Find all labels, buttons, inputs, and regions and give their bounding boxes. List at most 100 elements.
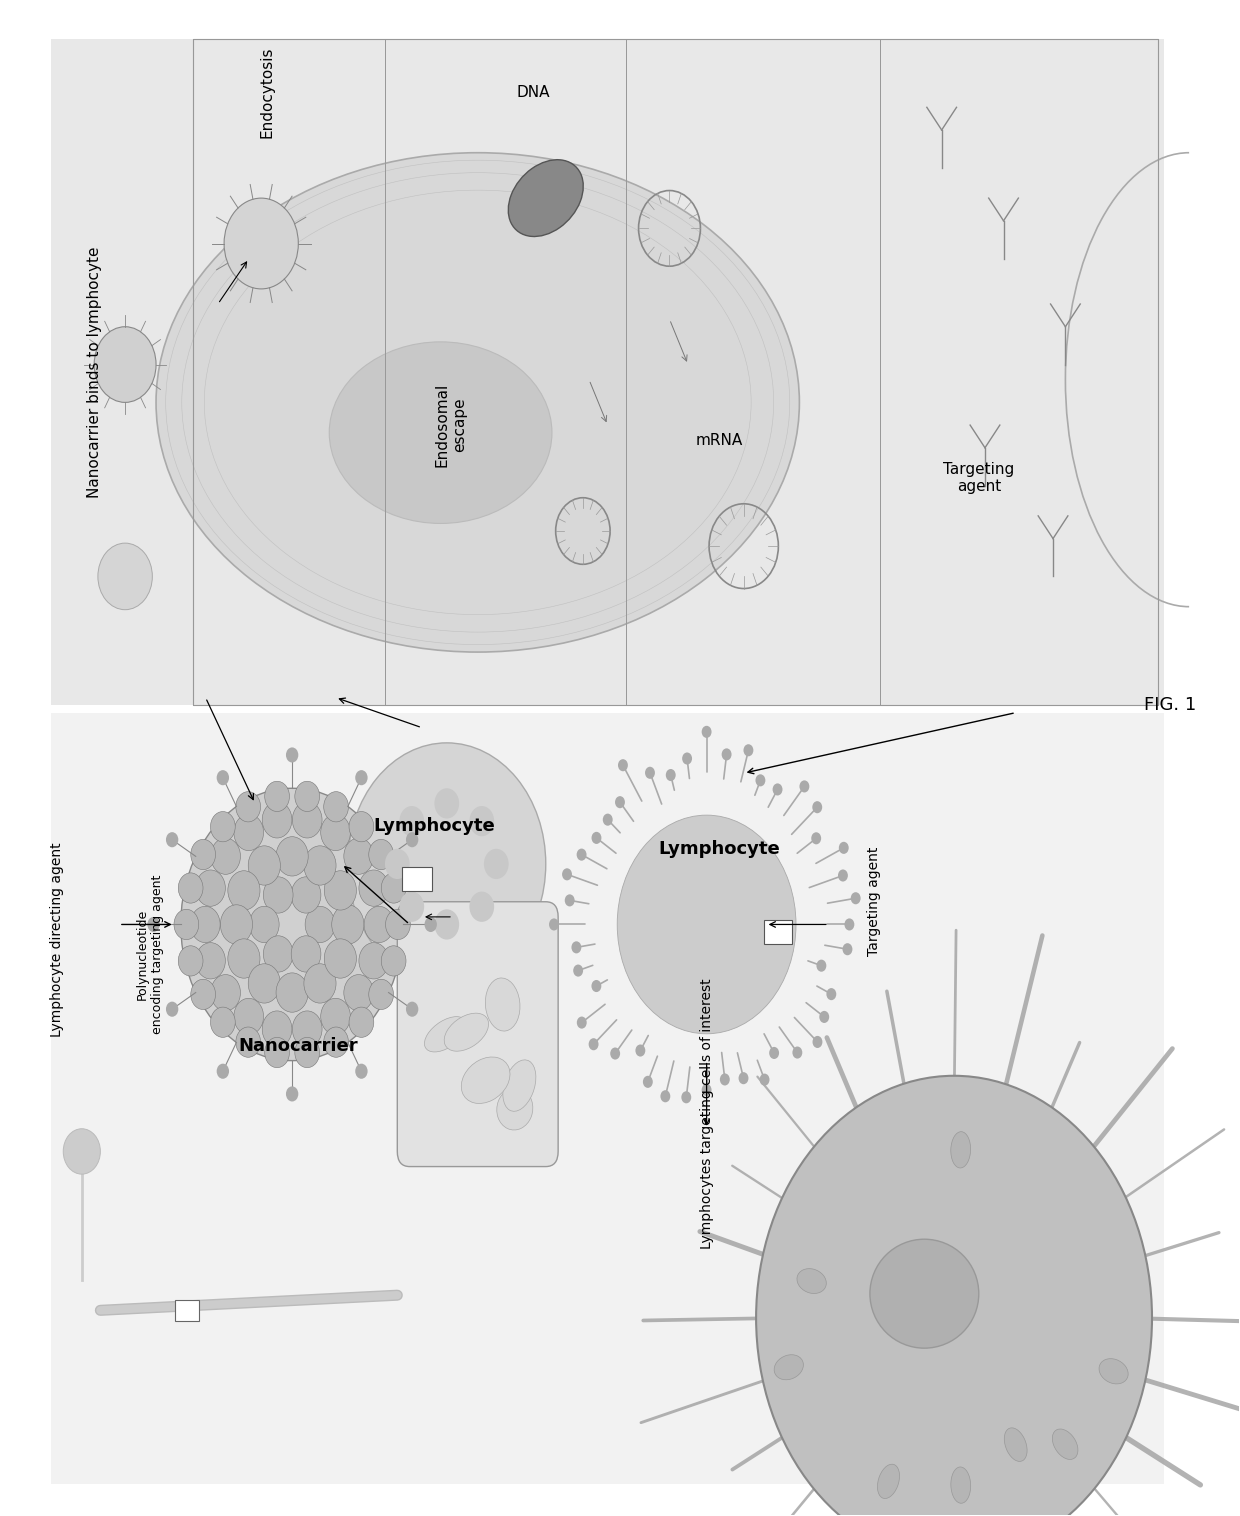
Ellipse shape [503, 1060, 536, 1111]
Circle shape [211, 1007, 236, 1037]
Circle shape [384, 849, 409, 879]
Bar [175, 1299, 200, 1320]
Circle shape [295, 1037, 320, 1067]
Circle shape [196, 943, 226, 979]
Circle shape [174, 910, 198, 940]
Circle shape [826, 988, 836, 1001]
Circle shape [434, 788, 459, 819]
Circle shape [368, 979, 393, 1010]
Circle shape [217, 770, 229, 785]
Circle shape [572, 941, 582, 954]
Circle shape [399, 807, 424, 837]
Circle shape [820, 1011, 830, 1023]
Circle shape [358, 943, 388, 979]
Circle shape [166, 832, 179, 847]
Circle shape [666, 769, 676, 781]
Ellipse shape [156, 153, 800, 652]
Circle shape [381, 946, 405, 976]
Circle shape [191, 979, 216, 1010]
Circle shape [591, 979, 601, 991]
Circle shape [756, 1076, 1152, 1516]
Circle shape [343, 975, 373, 1011]
Circle shape [744, 744, 754, 756]
Circle shape [291, 876, 321, 913]
Circle shape [324, 791, 348, 822]
Ellipse shape [497, 1088, 533, 1129]
Circle shape [211, 811, 236, 841]
Circle shape [405, 1002, 418, 1017]
Ellipse shape [461, 1057, 510, 1104]
Circle shape [293, 802, 322, 838]
Circle shape [838, 870, 848, 881]
Circle shape [549, 919, 559, 931]
Circle shape [365, 907, 394, 943]
Circle shape [355, 770, 367, 785]
Text: Lymphocyte: Lymphocyte [658, 840, 780, 858]
Bar [880, 39, 1158, 705]
Circle shape [286, 747, 299, 763]
Text: Lymphocytes targeting cells of interest: Lymphocytes targeting cells of interest [699, 978, 713, 1249]
Circle shape [179, 946, 203, 976]
Bar [51, 39, 1164, 705]
Circle shape [702, 1084, 712, 1096]
Circle shape [249, 907, 279, 943]
FancyBboxPatch shape [397, 902, 558, 1167]
Circle shape [236, 791, 260, 822]
Bar [402, 867, 432, 891]
Circle shape [358, 870, 388, 907]
Circle shape [196, 870, 226, 907]
Circle shape [722, 749, 732, 761]
Circle shape [98, 543, 153, 609]
Circle shape [217, 1064, 229, 1079]
Ellipse shape [485, 978, 520, 1031]
Circle shape [800, 781, 810, 793]
Circle shape [304, 964, 336, 1004]
Circle shape [262, 1011, 291, 1048]
Ellipse shape [330, 343, 552, 523]
Circle shape [844, 919, 854, 931]
Ellipse shape [1053, 1430, 1078, 1460]
Circle shape [234, 999, 264, 1034]
Circle shape [262, 802, 291, 838]
Bar [193, 39, 384, 705]
Ellipse shape [797, 1269, 826, 1293]
Circle shape [603, 814, 613, 826]
Text: Lymphocyte directing agent: Lymphocyte directing agent [50, 843, 64, 1037]
Bar [51, 713, 1164, 1484]
Circle shape [573, 964, 583, 976]
Circle shape [773, 784, 782, 796]
Circle shape [211, 838, 241, 875]
Circle shape [348, 811, 373, 841]
Ellipse shape [508, 159, 583, 236]
Text: Nanocarrier binds to lymphocyte: Nanocarrier binds to lymphocyte [87, 247, 102, 497]
Ellipse shape [774, 1355, 804, 1380]
Circle shape [179, 873, 203, 904]
Text: Targeting
agent: Targeting agent [944, 462, 1014, 494]
Text: FIG. 1: FIG. 1 [1145, 696, 1197, 714]
Circle shape [263, 935, 293, 972]
Circle shape [851, 893, 861, 904]
Ellipse shape [870, 1239, 978, 1348]
Circle shape [635, 1045, 645, 1057]
Circle shape [286, 1087, 299, 1102]
Ellipse shape [1004, 1428, 1027, 1461]
Circle shape [755, 775, 765, 787]
Text: Lymphocyte: Lymphocyte [373, 817, 495, 835]
Circle shape [424, 917, 436, 932]
Circle shape [325, 938, 356, 978]
Circle shape [720, 1073, 730, 1085]
Circle shape [234, 814, 264, 850]
Bar [764, 920, 791, 944]
Circle shape [591, 832, 601, 844]
Circle shape [304, 846, 336, 885]
Circle shape [191, 840, 216, 870]
Circle shape [63, 1129, 100, 1173]
Circle shape [661, 1090, 671, 1102]
Bar [384, 39, 626, 705]
Circle shape [434, 910, 459, 940]
Text: Nanocarrier: Nanocarrier [238, 1037, 358, 1055]
Text: Polynucleotide
encoding targeting agent: Polynucleotide encoding targeting agent [136, 875, 164, 1034]
Circle shape [838, 841, 848, 854]
Circle shape [589, 1038, 599, 1051]
Circle shape [228, 938, 260, 978]
